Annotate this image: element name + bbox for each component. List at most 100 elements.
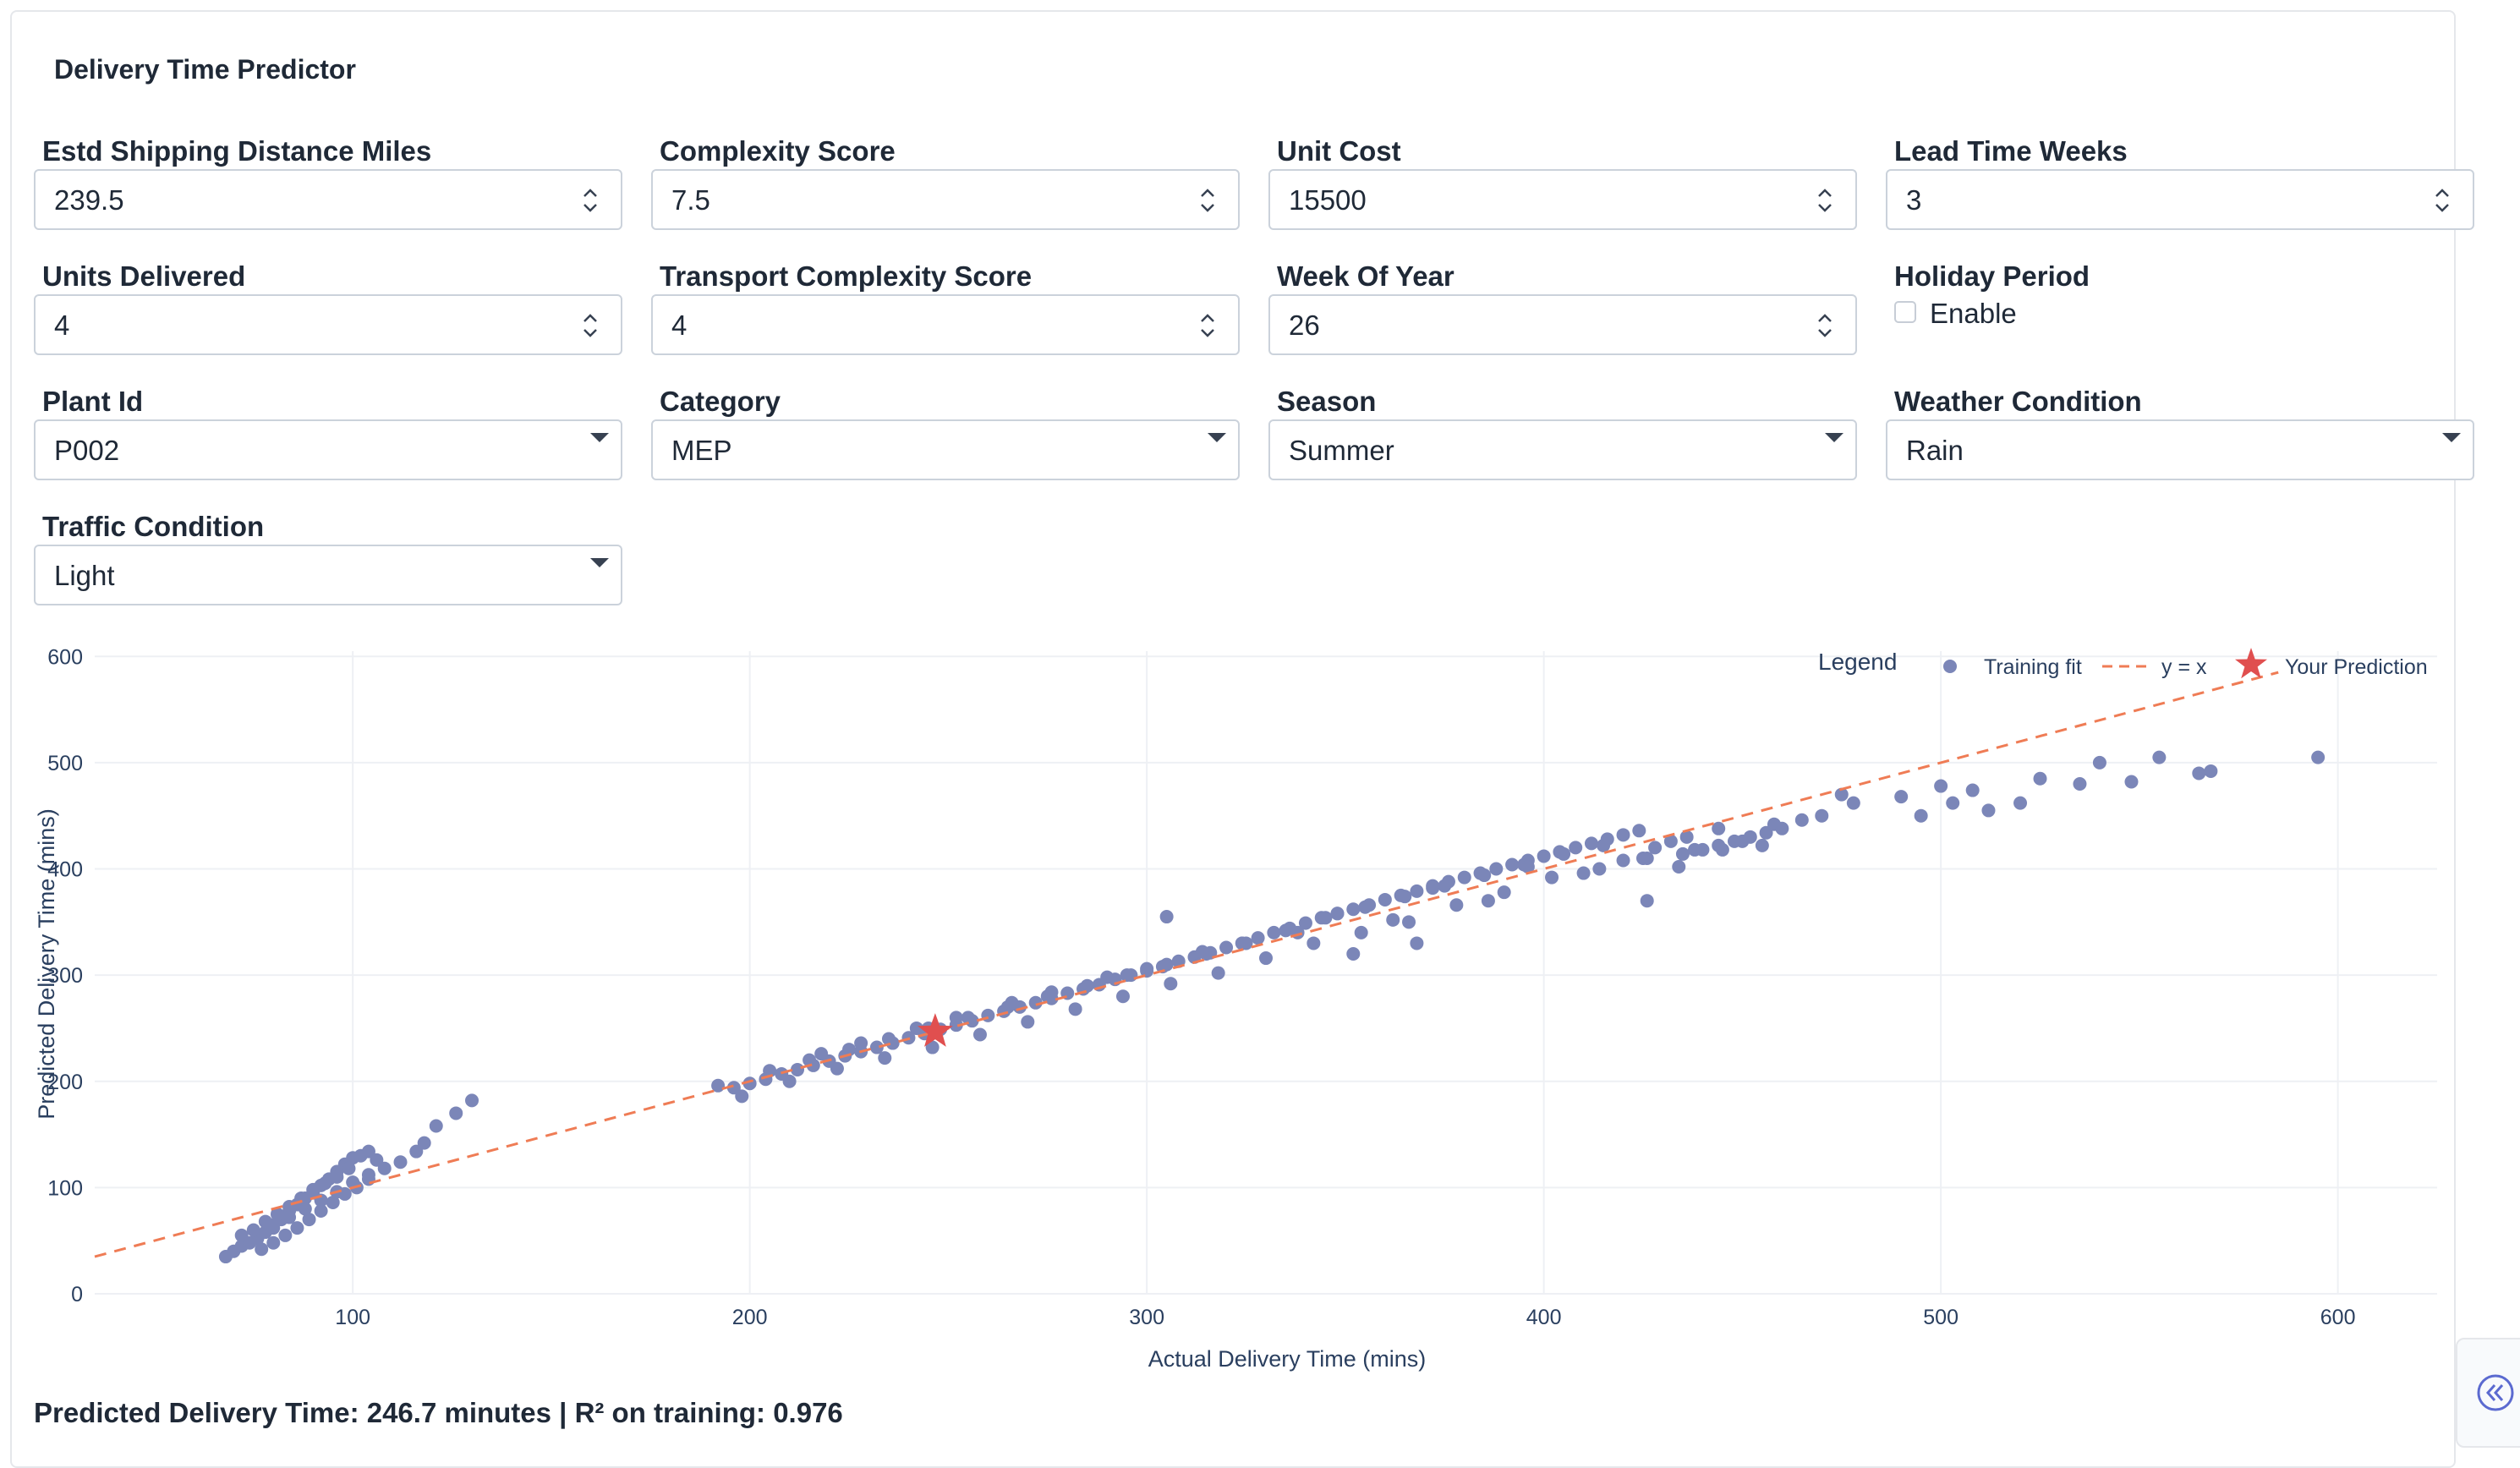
training-point xyxy=(1648,841,1663,855)
complexity-score-input[interactable]: 7.5 xyxy=(651,169,1240,230)
number-stepper-icon[interactable] xyxy=(1815,184,1835,216)
holiday-period-label: Holiday Period xyxy=(1894,260,2090,292)
dropdown-caret-icon[interactable] xyxy=(2442,433,2461,442)
dropdown-caret-icon[interactable] xyxy=(590,433,609,442)
collapse-chevrons-icon[interactable] xyxy=(2476,1373,2515,1412)
number-stepper-icon[interactable] xyxy=(1197,309,1218,342)
training-point xyxy=(302,1213,316,1227)
training-point xyxy=(1211,966,1225,980)
training-point xyxy=(361,1168,375,1182)
traffic-condition-select[interactable]: Light xyxy=(34,545,622,605)
training-point xyxy=(735,1089,749,1104)
training-point xyxy=(417,1136,431,1150)
weather-condition-select[interactable]: Rain xyxy=(1886,419,2474,480)
training-point xyxy=(1120,968,1134,983)
transport-complexity-input[interactable]: 4 xyxy=(651,294,1240,355)
training-point xyxy=(1981,803,1996,818)
training-point xyxy=(270,1207,284,1221)
legend-prediction-label[interactable]: Your Prediction xyxy=(2285,655,2428,679)
number-stepper-icon[interactable] xyxy=(1815,309,1835,342)
shipping-distance-value: 239.5 xyxy=(54,184,124,216)
training-point xyxy=(1307,936,1321,950)
training-point xyxy=(1520,860,1535,874)
identity-line-path xyxy=(94,671,2279,1258)
training-point xyxy=(370,1153,384,1167)
number-stepper-icon[interactable] xyxy=(2432,184,2452,216)
training-point xyxy=(1028,995,1043,1010)
training-point xyxy=(1636,851,1651,865)
training-point xyxy=(1946,796,1960,810)
collapse-panel-button[interactable] xyxy=(2456,1338,2520,1448)
training-point xyxy=(1290,925,1305,939)
training-point xyxy=(1259,951,1273,966)
training-point xyxy=(1894,790,1909,804)
training-point xyxy=(1537,849,1551,863)
dropdown-caret-icon[interactable] xyxy=(590,558,609,567)
dropdown-caret-icon[interactable] xyxy=(1825,433,1843,442)
training-point xyxy=(1159,910,1174,924)
y-tick-label: 100 xyxy=(47,1176,83,1200)
units-delivered-input[interactable]: 4 xyxy=(34,294,622,355)
plant-id-select[interactable]: P002 xyxy=(34,419,622,480)
training-point xyxy=(1663,834,1678,848)
prediction-scatter-chart[interactable]: 100 200 300 400 500 600 0 100 200 300 400 500 600 Ac… xyxy=(10,636,2462,1380)
x-tick-label: 500 xyxy=(1923,1306,1958,1329)
training-point xyxy=(1616,828,1630,842)
legend-line-label[interactable]: y = x xyxy=(2161,655,2207,679)
training-point xyxy=(2073,777,2087,792)
chart-grid xyxy=(95,651,2437,1295)
season-value: Summer xyxy=(1289,435,1394,466)
training-point xyxy=(981,1008,995,1022)
number-stepper-icon[interactable] xyxy=(580,184,600,216)
training-point xyxy=(1195,945,1209,959)
shipping-distance-input[interactable]: 239.5 xyxy=(34,169,622,230)
training-point xyxy=(1794,813,1809,827)
training-point xyxy=(1318,911,1333,925)
training-point xyxy=(278,1228,293,1242)
y-tick-label: 400 xyxy=(47,858,83,882)
training-point xyxy=(742,1076,757,1091)
training-point xyxy=(1815,808,1829,823)
season-select[interactable]: Summer xyxy=(1268,419,1857,480)
training-point xyxy=(298,1202,312,1216)
training-point xyxy=(1489,862,1504,876)
training-point xyxy=(1298,916,1312,930)
prediction-star xyxy=(918,1013,953,1047)
x-tick-label: 400 xyxy=(1526,1306,1562,1329)
training-point xyxy=(1715,842,1729,857)
training-point xyxy=(1675,846,1690,861)
training-point xyxy=(1576,866,1591,880)
dropdown-caret-icon[interactable] xyxy=(1208,433,1226,442)
number-stepper-icon[interactable] xyxy=(1197,184,1218,216)
lead-time-weeks-input[interactable]: 3 xyxy=(1886,169,2474,230)
training-point xyxy=(1457,870,1471,885)
training-point xyxy=(1398,890,1412,904)
number-stepper-icon[interactable] xyxy=(580,309,600,342)
chart-ticks: 100 200 300 400 500 600 0 100 200 300 400 500 600 xyxy=(47,645,2355,1329)
training-point xyxy=(1569,841,1583,855)
training-point xyxy=(1386,912,1400,927)
training-point xyxy=(1251,931,1265,945)
training-point xyxy=(949,1011,963,1025)
category-select[interactable]: MEP xyxy=(651,419,1240,480)
training-point xyxy=(1164,977,1178,991)
unit-cost-input[interactable]: 15500 xyxy=(1268,169,1857,230)
training-point xyxy=(429,1119,443,1133)
training-point xyxy=(763,1064,777,1078)
training-point xyxy=(2192,766,2206,781)
holiday-period-checkbox[interactable] xyxy=(1894,301,1916,323)
legend-training-label[interactable]: Training fit xyxy=(1984,655,2082,679)
chart-legend[interactable]: Legend Training fit y = x Your Predictio… xyxy=(1818,648,2428,679)
transport-complexity-value: 4 xyxy=(671,309,688,341)
week-of-year-input[interactable]: 26 xyxy=(1268,294,1857,355)
week-of-year-label: Week Of Year xyxy=(1277,260,1454,292)
training-point xyxy=(1330,907,1345,921)
training-point xyxy=(1100,970,1115,984)
training-point xyxy=(1354,925,1368,939)
training-point xyxy=(1735,834,1750,848)
training-point xyxy=(266,1218,281,1232)
unit-cost-label: Unit Cost xyxy=(1277,135,1401,167)
page-title: Delivery Time Predictor xyxy=(54,54,356,85)
training-point xyxy=(2311,750,2326,764)
training-point xyxy=(306,1182,320,1197)
